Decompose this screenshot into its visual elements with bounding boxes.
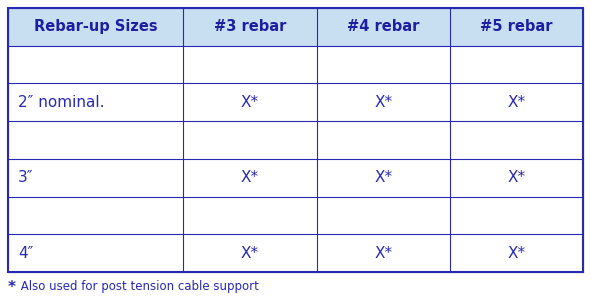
Text: #4 rebar: #4 rebar: [348, 19, 420, 34]
Text: X*: X*: [508, 246, 525, 261]
Bar: [8, 8, 583, 46]
Text: *: *: [8, 280, 16, 295]
Text: X*: X*: [375, 95, 392, 110]
Text: #5 rebar: #5 rebar: [480, 19, 553, 34]
Text: X*: X*: [508, 170, 525, 185]
Bar: [8, 8, 583, 272]
Text: Rebar-up Sizes: Rebar-up Sizes: [34, 19, 157, 34]
Text: X*: X*: [375, 246, 392, 261]
Text: Also used for post tension cable support: Also used for post tension cable support: [17, 280, 259, 293]
Text: X*: X*: [375, 170, 392, 185]
Text: X*: X*: [241, 246, 259, 261]
Text: #3 rebar: #3 rebar: [214, 19, 286, 34]
Text: X*: X*: [508, 95, 525, 110]
Text: 2″ nominal.: 2″ nominal.: [18, 95, 105, 110]
Text: X*: X*: [241, 95, 259, 110]
Text: X*: X*: [241, 170, 259, 185]
Text: 4″: 4″: [18, 246, 33, 261]
Text: 3″: 3″: [18, 170, 34, 185]
